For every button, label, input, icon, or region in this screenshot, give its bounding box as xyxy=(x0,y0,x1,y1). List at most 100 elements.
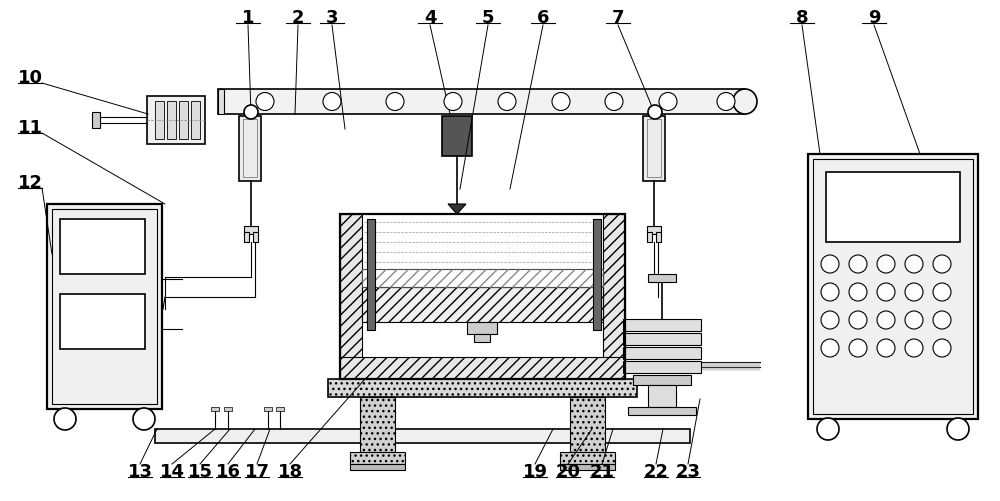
Text: 6: 6 xyxy=(537,9,549,27)
Circle shape xyxy=(323,93,341,111)
Circle shape xyxy=(54,408,76,430)
Bar xyxy=(826,173,960,242)
Bar xyxy=(560,464,615,470)
Bar xyxy=(623,347,701,359)
Bar xyxy=(474,334,490,342)
Bar xyxy=(623,319,701,331)
Bar xyxy=(623,333,701,345)
Bar xyxy=(367,219,375,330)
Bar xyxy=(244,226,258,234)
Polygon shape xyxy=(448,204,466,214)
Circle shape xyxy=(133,408,155,430)
Text: 13: 13 xyxy=(128,462,153,480)
Bar xyxy=(362,288,603,322)
Bar xyxy=(808,155,978,419)
Bar xyxy=(328,379,637,397)
Text: 5: 5 xyxy=(482,9,494,27)
Bar xyxy=(60,295,145,349)
Circle shape xyxy=(244,106,258,120)
Bar xyxy=(218,90,745,115)
Ellipse shape xyxy=(733,90,757,115)
Circle shape xyxy=(933,256,951,274)
Bar xyxy=(340,357,625,379)
Circle shape xyxy=(821,284,839,302)
Circle shape xyxy=(849,339,867,357)
Bar xyxy=(340,214,362,379)
Bar xyxy=(360,397,395,452)
Circle shape xyxy=(905,256,923,274)
Text: 9: 9 xyxy=(868,9,880,27)
Bar xyxy=(647,120,661,178)
Circle shape xyxy=(905,312,923,329)
Circle shape xyxy=(821,312,839,329)
Bar xyxy=(253,232,258,242)
Circle shape xyxy=(386,93,404,111)
Circle shape xyxy=(717,93,735,111)
Circle shape xyxy=(648,106,662,120)
Circle shape xyxy=(849,284,867,302)
Text: 2: 2 xyxy=(292,9,304,27)
Bar xyxy=(647,232,652,242)
Text: 23: 23 xyxy=(676,462,700,480)
Circle shape xyxy=(877,312,895,329)
Text: 15: 15 xyxy=(188,462,213,480)
Bar xyxy=(350,464,405,470)
Bar xyxy=(92,113,100,129)
Bar xyxy=(52,209,157,404)
Text: 1: 1 xyxy=(242,9,254,27)
Circle shape xyxy=(877,284,895,302)
Circle shape xyxy=(933,339,951,357)
Bar xyxy=(244,232,249,242)
Circle shape xyxy=(877,256,895,274)
Bar xyxy=(224,407,232,411)
Text: 19: 19 xyxy=(522,462,548,480)
Circle shape xyxy=(552,93,570,111)
Bar xyxy=(623,361,701,373)
Text: 14: 14 xyxy=(160,462,185,480)
Bar xyxy=(243,120,257,178)
Text: 8: 8 xyxy=(796,9,808,27)
Bar xyxy=(350,452,405,464)
Bar xyxy=(218,90,224,115)
Bar xyxy=(560,452,615,464)
Circle shape xyxy=(933,284,951,302)
Bar xyxy=(264,407,272,411)
Text: 7: 7 xyxy=(612,9,624,27)
Bar xyxy=(191,102,200,140)
Bar xyxy=(239,117,261,182)
Text: 4: 4 xyxy=(424,9,436,27)
Bar xyxy=(647,226,661,234)
Bar xyxy=(155,429,690,443)
Text: 22: 22 xyxy=(644,462,668,480)
Circle shape xyxy=(821,339,839,357)
Bar xyxy=(648,275,676,283)
Circle shape xyxy=(256,93,274,111)
Bar xyxy=(656,232,661,242)
Bar xyxy=(603,214,625,379)
Text: 12: 12 xyxy=(18,174,43,191)
Circle shape xyxy=(905,339,923,357)
Bar xyxy=(362,270,603,288)
Circle shape xyxy=(849,312,867,329)
Text: 21: 21 xyxy=(590,462,614,480)
Circle shape xyxy=(905,284,923,302)
Text: 3: 3 xyxy=(326,9,338,27)
Bar xyxy=(362,270,603,288)
Circle shape xyxy=(849,256,867,274)
Text: 18: 18 xyxy=(277,462,303,480)
Circle shape xyxy=(877,339,895,357)
Circle shape xyxy=(947,418,969,440)
Bar xyxy=(633,375,691,385)
Bar xyxy=(593,219,601,330)
Bar xyxy=(570,397,605,452)
Bar xyxy=(155,102,164,140)
Bar xyxy=(167,102,176,140)
Circle shape xyxy=(498,93,516,111)
Bar xyxy=(60,219,145,275)
Circle shape xyxy=(605,93,623,111)
Text: 10: 10 xyxy=(18,69,43,87)
Bar xyxy=(643,117,665,182)
Bar xyxy=(340,214,625,379)
Bar xyxy=(179,102,188,140)
Bar xyxy=(47,204,162,409)
